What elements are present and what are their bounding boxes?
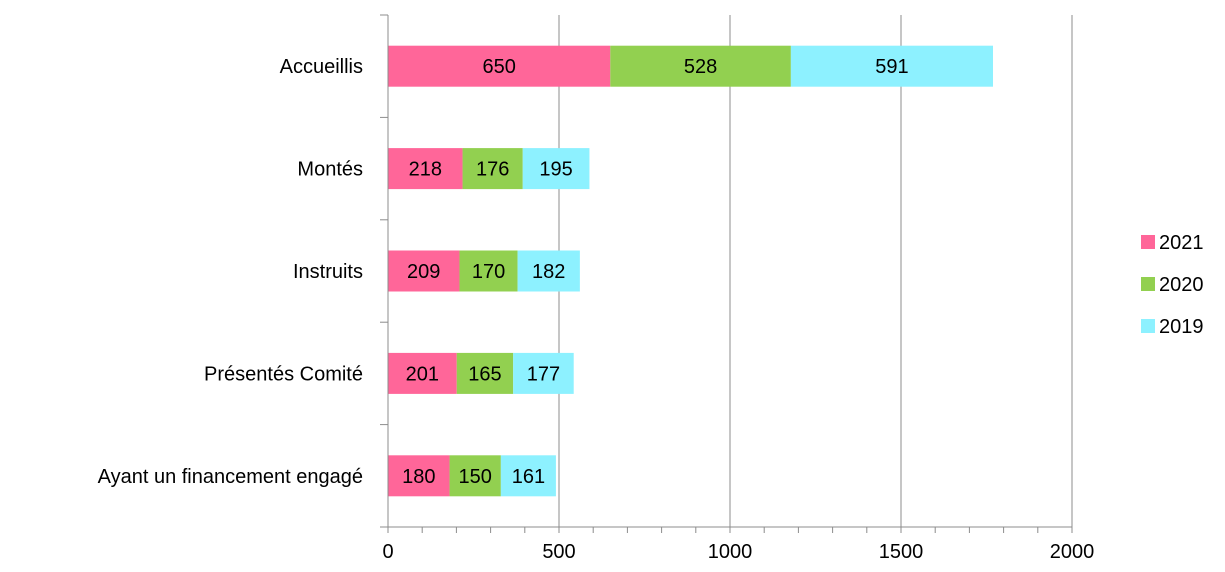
bar-segment [388,148,463,190]
axes [380,14,1073,533]
legend: 2021 2020 2019 [1141,232,1204,338]
data-label: 201 [406,363,439,385]
x-tick-label: 500 [542,541,575,563]
labels: 0 500 1000 1500 2000 Accueillis 650 528 591 Monté… [98,56,1095,563]
x-tick-label: 1500 [879,541,924,563]
data-label: 150 [459,466,492,488]
legend-label: 2020 [1159,274,1204,296]
data-label: 180 [402,466,435,488]
data-label: 161 [512,466,545,488]
data-label: 195 [539,159,572,181]
data-label: 591 [875,56,908,78]
data-label: 209 [407,261,440,283]
bar-segment [388,352,457,394]
category-label: Accueillis [280,56,363,78]
grid [558,15,1073,527]
bars [388,45,993,497]
data-label: 218 [409,159,442,181]
bar-segment [513,352,574,394]
legend-swatch [1141,319,1155,333]
data-label: 176 [476,159,509,181]
legend-swatch [1141,277,1155,291]
bar-segment [517,250,580,292]
x-tick-label: 1000 [708,541,753,563]
x-tick-label: 2000 [1050,541,1095,563]
bar-segment [790,45,993,87]
bar-segment [500,455,556,497]
data-label: 650 [482,56,515,78]
data-label: 182 [532,261,565,283]
bar-segment [388,45,611,87]
data-label: 528 [684,56,717,78]
category-label: Présentés Comité [204,363,363,385]
bar-segment [610,45,791,87]
bar-segment [456,352,514,394]
bar-segment [388,455,450,497]
bar-segment [522,148,590,190]
x-tick-label: 0 [382,541,393,563]
bar-segment [449,455,501,497]
data-label: 165 [468,363,501,385]
category-label: Ayant un financement engagé [98,466,363,488]
bar-segment [388,250,460,292]
data-label: 170 [472,261,505,283]
legend-swatch [1141,235,1155,249]
bar-segment [459,250,518,292]
legend-label: 2021 [1159,232,1204,254]
bar-segment [462,148,523,190]
category-label: Instruits [293,261,363,283]
legend-label: 2019 [1159,316,1204,338]
data-label: 177 [527,363,560,385]
category-label: Montés [297,159,363,181]
